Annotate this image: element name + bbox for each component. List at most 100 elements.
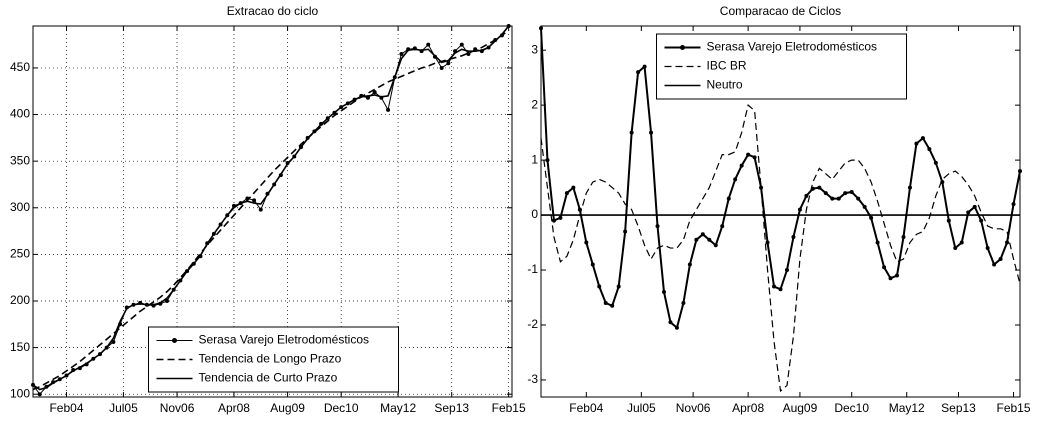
y-tick-label: 400 bbox=[10, 107, 30, 121]
x-tick-label: Apr08 bbox=[732, 401, 764, 415]
point bbox=[668, 320, 673, 325]
point bbox=[882, 265, 887, 270]
y-tick-label: -1 bbox=[527, 262, 538, 276]
x-tick-label: Sep13 bbox=[434, 401, 469, 415]
point bbox=[791, 235, 796, 240]
legend-marker bbox=[680, 45, 685, 50]
point bbox=[700, 232, 705, 237]
point bbox=[707, 237, 712, 242]
point bbox=[164, 298, 169, 303]
point bbox=[466, 51, 471, 56]
x-tick-label: Aug09 bbox=[270, 401, 305, 415]
point bbox=[907, 185, 912, 190]
x-tick-label: May12 bbox=[889, 401, 925, 415]
chart-title: Comparacao de Ciclos bbox=[720, 4, 841, 18]
point bbox=[959, 240, 964, 245]
point bbox=[998, 257, 1003, 262]
point bbox=[571, 185, 576, 190]
point bbox=[920, 136, 925, 141]
point bbox=[739, 163, 744, 168]
legend-label: Neutro bbox=[707, 78, 743, 92]
point bbox=[862, 204, 867, 209]
y-tick-label: 200 bbox=[10, 293, 30, 307]
y-tick-label: 350 bbox=[10, 153, 30, 167]
x-tick-label: Jul05 bbox=[627, 401, 656, 415]
x-tick-label: Nov06 bbox=[676, 401, 711, 415]
x-tick-label: Jul05 bbox=[109, 401, 138, 415]
point bbox=[849, 189, 854, 194]
point bbox=[558, 215, 563, 220]
point bbox=[584, 240, 589, 245]
point bbox=[258, 207, 263, 212]
point bbox=[655, 224, 660, 229]
legend-marker bbox=[172, 338, 177, 343]
x-tick-label: Dec10 bbox=[834, 401, 869, 415]
point bbox=[539, 26, 543, 31]
y-tick-label: -3 bbox=[527, 372, 538, 386]
point bbox=[674, 325, 679, 330]
y-tick-label: 250 bbox=[10, 247, 30, 261]
point bbox=[642, 64, 647, 69]
point bbox=[985, 246, 990, 251]
x-tick-label: Sep13 bbox=[941, 401, 976, 415]
legend-label: Tendencia de Longo Prazo bbox=[199, 352, 342, 366]
point bbox=[817, 185, 822, 190]
point bbox=[772, 284, 777, 289]
point bbox=[746, 152, 751, 157]
point bbox=[545, 158, 550, 163]
point bbox=[752, 155, 757, 160]
point bbox=[797, 207, 802, 212]
x-tick-label: Dec10 bbox=[324, 401, 359, 415]
legend: Serasa Varejo Eletrodomésticos IBC BR Neut… bbox=[656, 33, 907, 100]
point bbox=[37, 392, 42, 397]
point bbox=[623, 229, 628, 234]
y-tick-label: -2 bbox=[527, 317, 538, 331]
point bbox=[1011, 202, 1016, 207]
point bbox=[681, 301, 686, 306]
point bbox=[992, 262, 997, 267]
legend: Serasa Varejo Eletrodomésticos Tendencia … bbox=[148, 326, 399, 393]
point bbox=[610, 303, 615, 308]
point bbox=[564, 191, 569, 196]
point bbox=[446, 61, 451, 66]
point bbox=[830, 196, 835, 201]
point bbox=[966, 210, 971, 215]
x-tick-label: Feb15 bbox=[997, 401, 1031, 415]
point bbox=[649, 130, 654, 135]
series-line bbox=[32, 25, 510, 391]
point bbox=[726, 196, 731, 201]
point bbox=[713, 243, 718, 248]
point bbox=[399, 51, 404, 56]
point bbox=[1018, 169, 1022, 174]
y-tick-label: 300 bbox=[10, 200, 30, 214]
point bbox=[778, 287, 783, 292]
x-tick-label: Nov06 bbox=[160, 401, 195, 415]
point bbox=[733, 177, 738, 182]
point bbox=[914, 141, 919, 146]
x-tick-label: May12 bbox=[380, 401, 416, 415]
legend-label: Tendencia de Curto Prazo bbox=[199, 371, 338, 385]
point bbox=[765, 240, 770, 245]
point bbox=[888, 276, 893, 281]
point bbox=[636, 70, 641, 75]
point bbox=[836, 196, 841, 201]
point bbox=[875, 240, 880, 245]
point bbox=[856, 196, 861, 201]
point bbox=[459, 42, 464, 47]
point bbox=[694, 237, 699, 242]
point bbox=[927, 147, 932, 152]
point bbox=[616, 284, 621, 289]
point bbox=[551, 218, 556, 223]
y-tick-label: 3 bbox=[531, 42, 538, 56]
point bbox=[784, 268, 789, 273]
point bbox=[979, 218, 984, 223]
point bbox=[386, 107, 391, 112]
point bbox=[629, 130, 634, 135]
x-tick-label: Aug09 bbox=[783, 401, 818, 415]
point bbox=[823, 191, 828, 196]
point bbox=[895, 273, 900, 278]
y-tick-label: 2 bbox=[531, 97, 538, 111]
legend-label: Serasa Varejo Eletrodomésticos bbox=[199, 333, 370, 347]
point bbox=[720, 224, 725, 229]
